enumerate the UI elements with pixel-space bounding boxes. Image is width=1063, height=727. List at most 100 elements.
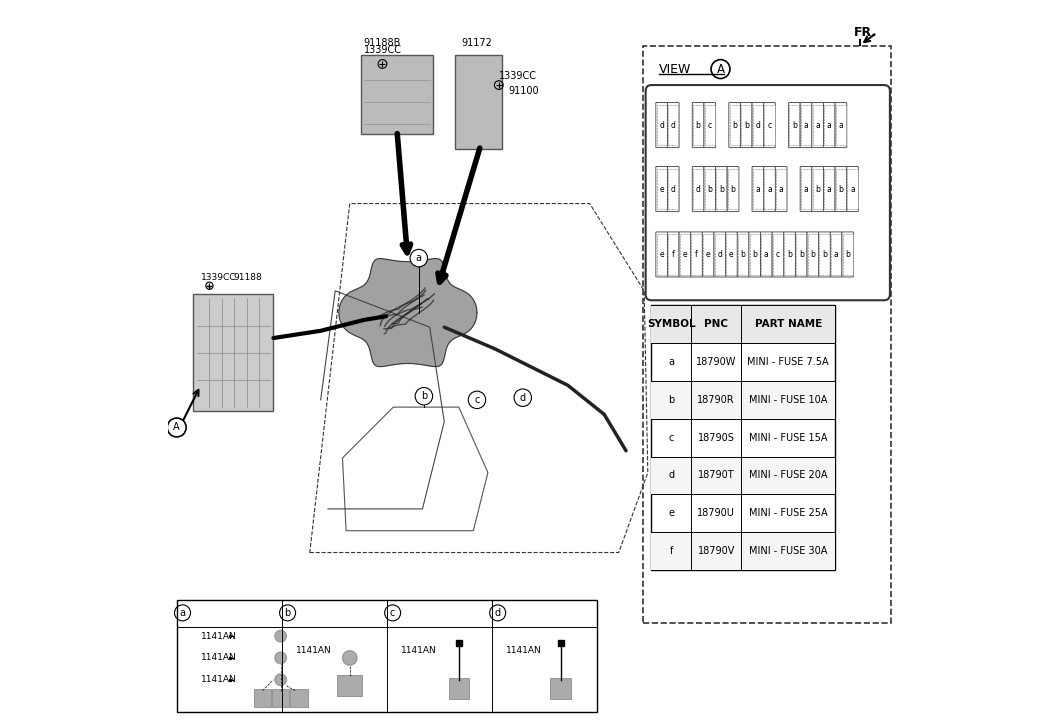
Text: MINI - FUSE 20A: MINI - FUSE 20A (748, 470, 827, 481)
Text: a: a (779, 185, 783, 193)
Bar (652, 457, 836, 494)
FancyBboxPatch shape (842, 232, 854, 277)
FancyBboxPatch shape (193, 294, 273, 411)
FancyBboxPatch shape (290, 689, 307, 707)
FancyBboxPatch shape (704, 103, 715, 148)
FancyBboxPatch shape (836, 166, 847, 212)
FancyBboxPatch shape (657, 105, 667, 145)
FancyBboxPatch shape (656, 166, 668, 212)
FancyBboxPatch shape (764, 169, 775, 209)
FancyBboxPatch shape (820, 234, 829, 275)
Text: 1141AN: 1141AN (402, 646, 437, 655)
Text: e: e (706, 250, 710, 259)
FancyBboxPatch shape (812, 169, 823, 209)
FancyBboxPatch shape (657, 169, 667, 209)
Text: b: b (695, 121, 701, 129)
Circle shape (275, 630, 287, 642)
FancyBboxPatch shape (812, 166, 824, 212)
Text: e: e (682, 250, 687, 259)
Text: c: c (708, 121, 712, 129)
Text: c: c (390, 608, 395, 618)
FancyBboxPatch shape (800, 169, 811, 209)
FancyBboxPatch shape (716, 169, 726, 209)
Text: a: a (827, 185, 831, 193)
Circle shape (275, 652, 287, 664)
Text: b: b (792, 121, 797, 129)
Text: c: c (767, 121, 772, 129)
FancyBboxPatch shape (749, 234, 760, 275)
Text: b: b (845, 250, 850, 259)
FancyBboxPatch shape (796, 234, 807, 275)
FancyBboxPatch shape (824, 169, 834, 209)
FancyBboxPatch shape (705, 169, 714, 209)
Text: FR.: FR. (854, 26, 877, 39)
Text: f: f (672, 250, 675, 259)
FancyBboxPatch shape (272, 689, 289, 707)
Text: MINI - FUSE 25A: MINI - FUSE 25A (748, 508, 827, 518)
Text: b: b (839, 185, 843, 193)
Text: 1141AN: 1141AN (201, 675, 236, 684)
Text: 18790W: 18790W (696, 357, 737, 367)
Text: 1141AN: 1141AN (297, 646, 332, 655)
Text: 1339CC: 1339CC (201, 273, 236, 282)
Text: f: f (670, 546, 673, 556)
Circle shape (468, 391, 486, 409)
Text: b: b (815, 185, 820, 193)
Text: PNC: PNC (704, 319, 728, 329)
FancyBboxPatch shape (847, 166, 858, 212)
FancyBboxPatch shape (715, 166, 727, 212)
Text: 91172: 91172 (461, 38, 492, 48)
Text: MINI - FUSE 7.5A: MINI - FUSE 7.5A (747, 357, 829, 367)
FancyBboxPatch shape (669, 169, 678, 209)
Text: a: a (804, 121, 808, 129)
Text: 18790V: 18790V (697, 546, 735, 556)
FancyBboxPatch shape (763, 166, 775, 212)
Text: a: a (764, 250, 769, 259)
Text: b: b (798, 250, 804, 259)
FancyBboxPatch shape (812, 105, 823, 145)
FancyBboxPatch shape (808, 234, 817, 275)
FancyBboxPatch shape (728, 169, 738, 209)
FancyBboxPatch shape (776, 169, 787, 209)
FancyBboxPatch shape (761, 234, 772, 275)
Text: 1339CC: 1339CC (499, 71, 537, 81)
FancyBboxPatch shape (360, 55, 434, 134)
Text: d: d (671, 185, 676, 193)
FancyBboxPatch shape (772, 232, 783, 277)
Text: b: b (285, 608, 290, 618)
FancyBboxPatch shape (656, 232, 668, 277)
FancyBboxPatch shape (795, 232, 807, 277)
Text: d: d (718, 250, 722, 259)
FancyBboxPatch shape (789, 103, 800, 148)
Text: a: a (827, 121, 831, 129)
FancyBboxPatch shape (753, 105, 763, 145)
Polygon shape (339, 259, 477, 366)
FancyBboxPatch shape (680, 234, 690, 275)
FancyBboxPatch shape (843, 234, 853, 275)
FancyBboxPatch shape (836, 169, 846, 209)
FancyBboxPatch shape (668, 103, 679, 148)
FancyBboxPatch shape (836, 105, 846, 145)
Text: 91188: 91188 (234, 273, 263, 282)
Text: d: d (494, 608, 501, 618)
Text: SYMBOL: SYMBOL (647, 319, 696, 329)
FancyBboxPatch shape (790, 105, 799, 145)
Text: b: b (730, 185, 736, 193)
Text: c: c (669, 433, 674, 443)
Text: 18790T: 18790T (697, 470, 735, 481)
Circle shape (342, 651, 357, 665)
FancyBboxPatch shape (645, 85, 890, 300)
Text: MINI - FUSE 30A: MINI - FUSE 30A (749, 546, 827, 556)
FancyBboxPatch shape (729, 105, 740, 145)
Text: e: e (659, 185, 664, 193)
FancyBboxPatch shape (714, 232, 726, 277)
Text: d: d (756, 121, 760, 129)
FancyBboxPatch shape (824, 166, 836, 212)
Text: a: a (756, 185, 760, 193)
Text: c: c (776, 250, 780, 259)
Text: a: a (804, 185, 808, 193)
Text: b: b (707, 185, 712, 193)
Text: 18790S: 18790S (697, 433, 735, 443)
Text: a: a (839, 121, 843, 129)
Bar (652, 305, 836, 570)
